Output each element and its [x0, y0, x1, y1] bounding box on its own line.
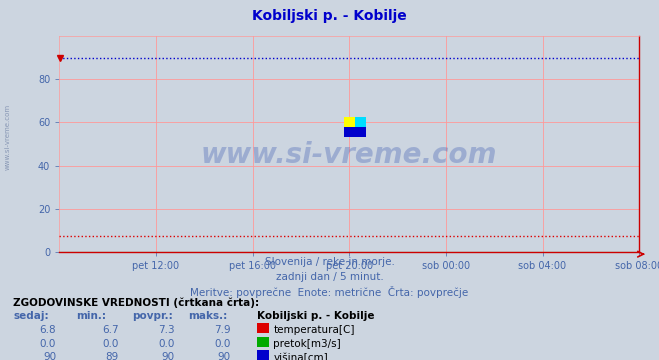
- Text: temperatura[C]: temperatura[C]: [273, 325, 355, 335]
- Text: 90: 90: [43, 352, 56, 360]
- Text: pretok[m3/s]: pretok[m3/s]: [273, 339, 341, 349]
- Text: 90: 90: [161, 352, 175, 360]
- FancyBboxPatch shape: [344, 127, 366, 137]
- Text: maks.:: maks.:: [188, 311, 227, 321]
- Text: 6.7: 6.7: [102, 325, 119, 335]
- Text: 0.0: 0.0: [40, 339, 56, 349]
- Text: Kobiljski p. - Kobilje: Kobiljski p. - Kobilje: [252, 9, 407, 23]
- Text: 0.0: 0.0: [214, 339, 231, 349]
- Text: povpr.:: povpr.:: [132, 311, 173, 321]
- FancyBboxPatch shape: [355, 117, 366, 127]
- Text: 7.9: 7.9: [214, 325, 231, 335]
- Text: www.si-vreme.com: www.si-vreme.com: [5, 104, 11, 170]
- Text: min.:: min.:: [76, 311, 106, 321]
- Text: zadnji dan / 5 minut.: zadnji dan / 5 minut.: [275, 272, 384, 282]
- Text: 0.0: 0.0: [158, 339, 175, 349]
- Text: Kobiljski p. - Kobilje: Kobiljski p. - Kobilje: [257, 311, 374, 321]
- Text: 7.3: 7.3: [158, 325, 175, 335]
- FancyBboxPatch shape: [344, 117, 355, 127]
- Text: sedaj:: sedaj:: [13, 311, 49, 321]
- Text: 89: 89: [105, 352, 119, 360]
- Text: www.si-vreme.com: www.si-vreme.com: [201, 141, 498, 169]
- Text: 90: 90: [217, 352, 231, 360]
- Text: ZGODOVINSKE VREDNOSTI (črtkana črta):: ZGODOVINSKE VREDNOSTI (črtkana črta):: [13, 297, 259, 307]
- Text: 6.8: 6.8: [40, 325, 56, 335]
- Text: Slovenija / reke in morje.: Slovenija / reke in morje.: [264, 257, 395, 267]
- Text: višina[cm]: višina[cm]: [273, 352, 328, 360]
- Text: Meritve: povprečne  Enote: metrične  Črta: povprečje: Meritve: povprečne Enote: metrične Črta:…: [190, 286, 469, 298]
- Text: 0.0: 0.0: [102, 339, 119, 349]
